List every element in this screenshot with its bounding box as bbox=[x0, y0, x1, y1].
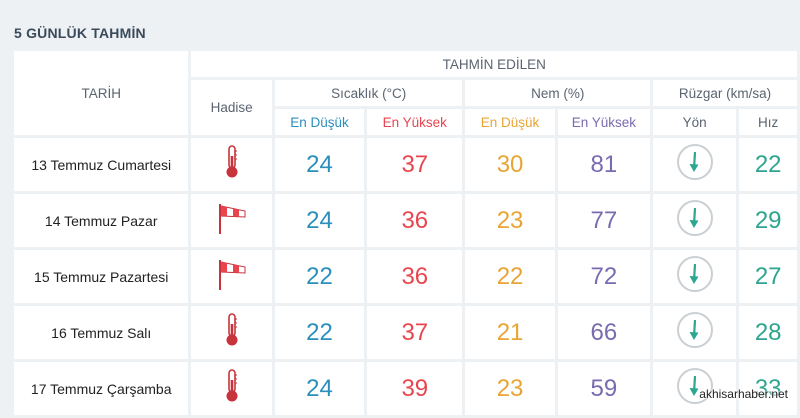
header-event: Hadise bbox=[191, 80, 272, 135]
row-date: 15 Temmuz Pazartesi bbox=[14, 250, 189, 303]
row-date: 16 Temmuz Salı bbox=[14, 306, 189, 359]
table-row: 17 Temmuz Çarşamba 24 39 23 59 33 bbox=[14, 362, 797, 415]
header-date: TARİH bbox=[14, 51, 189, 135]
row-wind-dir bbox=[653, 362, 737, 415]
watermark: akhisarhaber.net bbox=[699, 387, 788, 401]
row-wind-dir bbox=[653, 250, 737, 303]
arrow-down-icon bbox=[676, 367, 714, 410]
header-temp-max: En Yüksek bbox=[367, 109, 463, 135]
header-temperature: Sıcaklık (°C) bbox=[274, 80, 463, 106]
row-hum-min: 22 bbox=[465, 250, 555, 303]
table-row: 13 Temmuz Cumartesi 24 37 30 81 22 bbox=[14, 138, 797, 191]
row-temp-max: 36 bbox=[367, 250, 463, 303]
row-hum-min: 21 bbox=[465, 306, 555, 359]
row-wind-speed: 29 bbox=[739, 194, 797, 247]
row-event bbox=[191, 194, 272, 247]
thermometer-icon bbox=[223, 312, 241, 353]
row-hum-max: 72 bbox=[557, 250, 650, 303]
row-temp-min: 22 bbox=[274, 306, 365, 359]
arrow-down-icon bbox=[676, 311, 714, 354]
header-wind: Rüzgar (km/sa) bbox=[653, 80, 797, 106]
header-hum-min: En Düşük bbox=[465, 109, 555, 135]
header-humidity: Nem (%) bbox=[465, 80, 650, 106]
row-event bbox=[191, 138, 272, 191]
table-row: 16 Temmuz Salı 22 37 21 66 28 bbox=[14, 306, 797, 359]
row-temp-min: 24 bbox=[274, 194, 365, 247]
forecast-table: TARİH TAHMİN EDİLEN Hadise Sıcaklık (°C)… bbox=[11, 48, 800, 418]
row-wind-speed: 33 bbox=[739, 362, 797, 415]
row-hum-max: 66 bbox=[557, 306, 650, 359]
header-wind-dir: Yön bbox=[653, 109, 737, 135]
row-temp-max: 37 bbox=[367, 306, 463, 359]
row-date: 17 Temmuz Çarşamba bbox=[14, 362, 189, 415]
arrow-down-icon bbox=[676, 199, 714, 242]
row-temp-max: 36 bbox=[367, 194, 463, 247]
row-wind-dir bbox=[653, 194, 737, 247]
row-hum-min: 23 bbox=[465, 194, 555, 247]
row-date: 13 Temmuz Cumartesi bbox=[14, 138, 189, 191]
row-event bbox=[191, 306, 272, 359]
row-temp-max: 37 bbox=[367, 138, 463, 191]
row-temp-min: 24 bbox=[274, 138, 365, 191]
thermometer-icon bbox=[223, 368, 241, 409]
table-row: 14 Temmuz Pazar 24 36 23 77 29 bbox=[14, 194, 797, 247]
row-temp-min: 22 bbox=[274, 250, 365, 303]
row-wind-speed: 22 bbox=[739, 138, 797, 191]
row-temp-min: 24 bbox=[274, 362, 365, 415]
header-temp-min: En Düşük bbox=[274, 109, 365, 135]
arrow-down-icon bbox=[676, 143, 714, 186]
row-event bbox=[191, 250, 272, 303]
row-hum-max: 77 bbox=[557, 194, 650, 247]
row-wind-dir bbox=[653, 138, 737, 191]
header-forecast: TAHMİN EDİLEN bbox=[191, 51, 797, 77]
row-date: 14 Temmuz Pazar bbox=[14, 194, 189, 247]
header-hum-max: En Yüksek bbox=[557, 109, 650, 135]
page-title: 5 GÜNLÜK TAHMİN bbox=[14, 25, 146, 41]
row-hum-min: 23 bbox=[465, 362, 555, 415]
row-hum-max: 59 bbox=[557, 362, 650, 415]
thermometer-icon bbox=[223, 144, 241, 185]
row-hum-min: 30 bbox=[465, 138, 555, 191]
row-wind-speed: 28 bbox=[739, 306, 797, 359]
arrow-down-icon bbox=[676, 255, 714, 298]
row-wind-speed: 27 bbox=[739, 250, 797, 303]
windsock-icon bbox=[216, 257, 248, 296]
windsock-icon bbox=[216, 201, 248, 240]
header-wind-speed: Hız bbox=[739, 109, 797, 135]
row-wind-dir bbox=[653, 306, 737, 359]
row-temp-max: 39 bbox=[367, 362, 463, 415]
row-hum-max: 81 bbox=[557, 138, 650, 191]
row-event bbox=[191, 362, 272, 415]
table-row: 15 Temmuz Pazartesi 22 36 22 72 27 bbox=[14, 250, 797, 303]
